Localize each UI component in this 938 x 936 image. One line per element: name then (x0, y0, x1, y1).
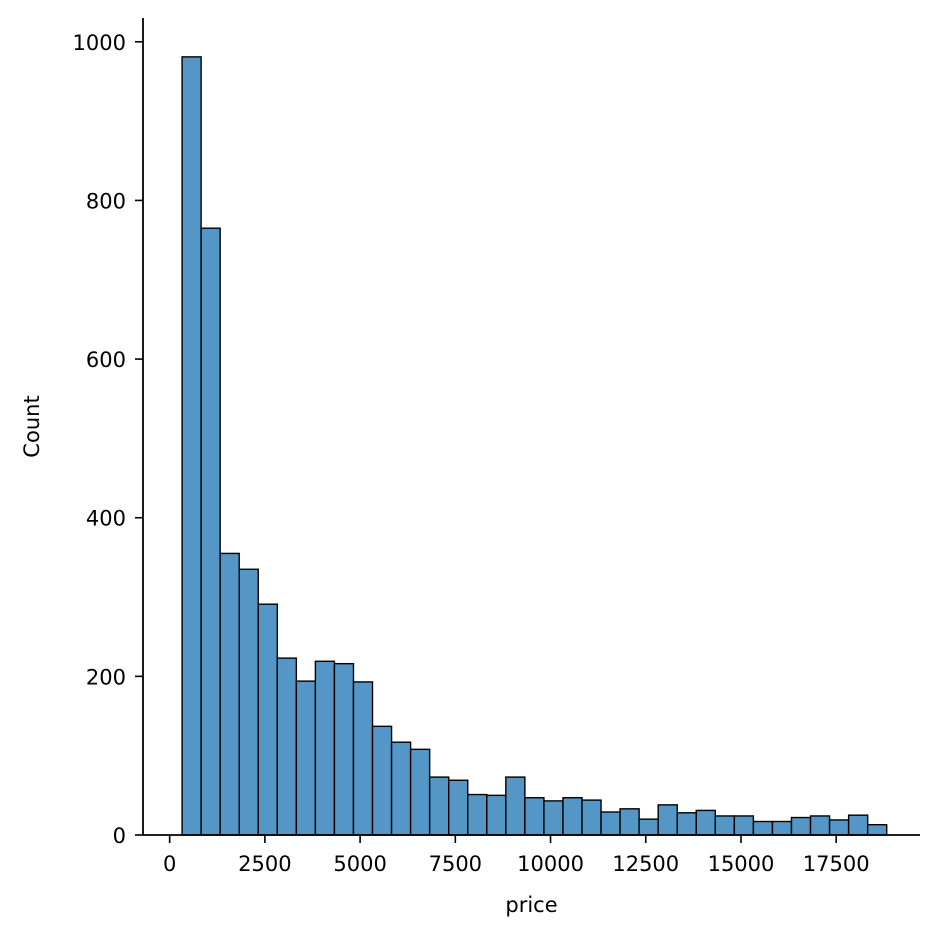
histogram-bar (219, 552, 240, 836)
y-tick-label: 1000 (73, 31, 126, 55)
histogram-bar (714, 815, 736, 836)
histogram-bar (809, 815, 831, 836)
histogram-bar (790, 816, 812, 836)
histogram-bar (409, 748, 431, 836)
histogram-bar (733, 815, 755, 836)
x-tick-label: 7500 (429, 852, 482, 876)
y-tick-label: 800 (86, 189, 126, 213)
histogram-bar (600, 811, 621, 836)
histogram-bar (257, 603, 278, 836)
histogram-bar (390, 741, 412, 836)
x-axis-title: price (505, 893, 557, 917)
y-tick-label: 400 (86, 507, 126, 531)
histogram-bars (181, 56, 888, 836)
histogram-bar (447, 779, 469, 836)
y-axis-ticks: 0 200 400 600 800 1000 (73, 31, 143, 848)
x-tick-label: 10000 (517, 852, 584, 876)
histogram-bar (428, 776, 450, 836)
histogram-bar (771, 820, 793, 836)
histogram-bar (866, 823, 888, 836)
histogram-bar (695, 809, 717, 836)
histogram-bar (638, 818, 659, 836)
x-tick-label: 12500 (612, 852, 679, 876)
histogram-bar (295, 680, 317, 836)
histogram-bar (200, 227, 221, 836)
histogram-bar (619, 808, 640, 836)
histogram-bar (371, 725, 393, 836)
x-tick-label: 2500 (238, 852, 291, 876)
histogram-bar (676, 812, 697, 836)
x-tick-label: 15000 (708, 852, 775, 876)
histogram-bar (657, 804, 678, 836)
histogram-bar (276, 657, 298, 836)
y-tick-label: 200 (86, 665, 126, 689)
x-tick-label: 17500 (803, 852, 870, 876)
y-axis-title: Count (20, 395, 44, 457)
histogram-bar (333, 662, 355, 836)
histogram-bar (752, 820, 774, 836)
histogram-bar (238, 568, 259, 836)
histogram-bar (314, 660, 336, 836)
histogram-bar (486, 794, 507, 836)
x-tick-label: 0 (163, 852, 176, 876)
histogram-bar (828, 819, 850, 836)
histogram-bar (524, 797, 545, 836)
y-tick-label: 0 (113, 824, 126, 848)
histogram-bar (543, 800, 564, 836)
histogram-bar (467, 793, 488, 836)
histogram-bar (505, 776, 526, 836)
histogram-bar (562, 797, 583, 836)
histogram-bar (181, 56, 202, 836)
y-tick-label: 600 (86, 348, 126, 372)
x-axis-ticks: 0 2500 5000 7500 10000 12500 15000 17500 (163, 835, 870, 876)
x-tick-label: 5000 (333, 852, 386, 876)
histogram-bar (847, 814, 869, 836)
histogram-bar (352, 681, 374, 836)
histogram-bar (581, 799, 602, 836)
